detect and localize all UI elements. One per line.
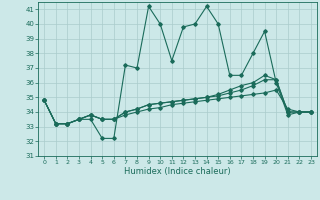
- X-axis label: Humidex (Indice chaleur): Humidex (Indice chaleur): [124, 167, 231, 176]
